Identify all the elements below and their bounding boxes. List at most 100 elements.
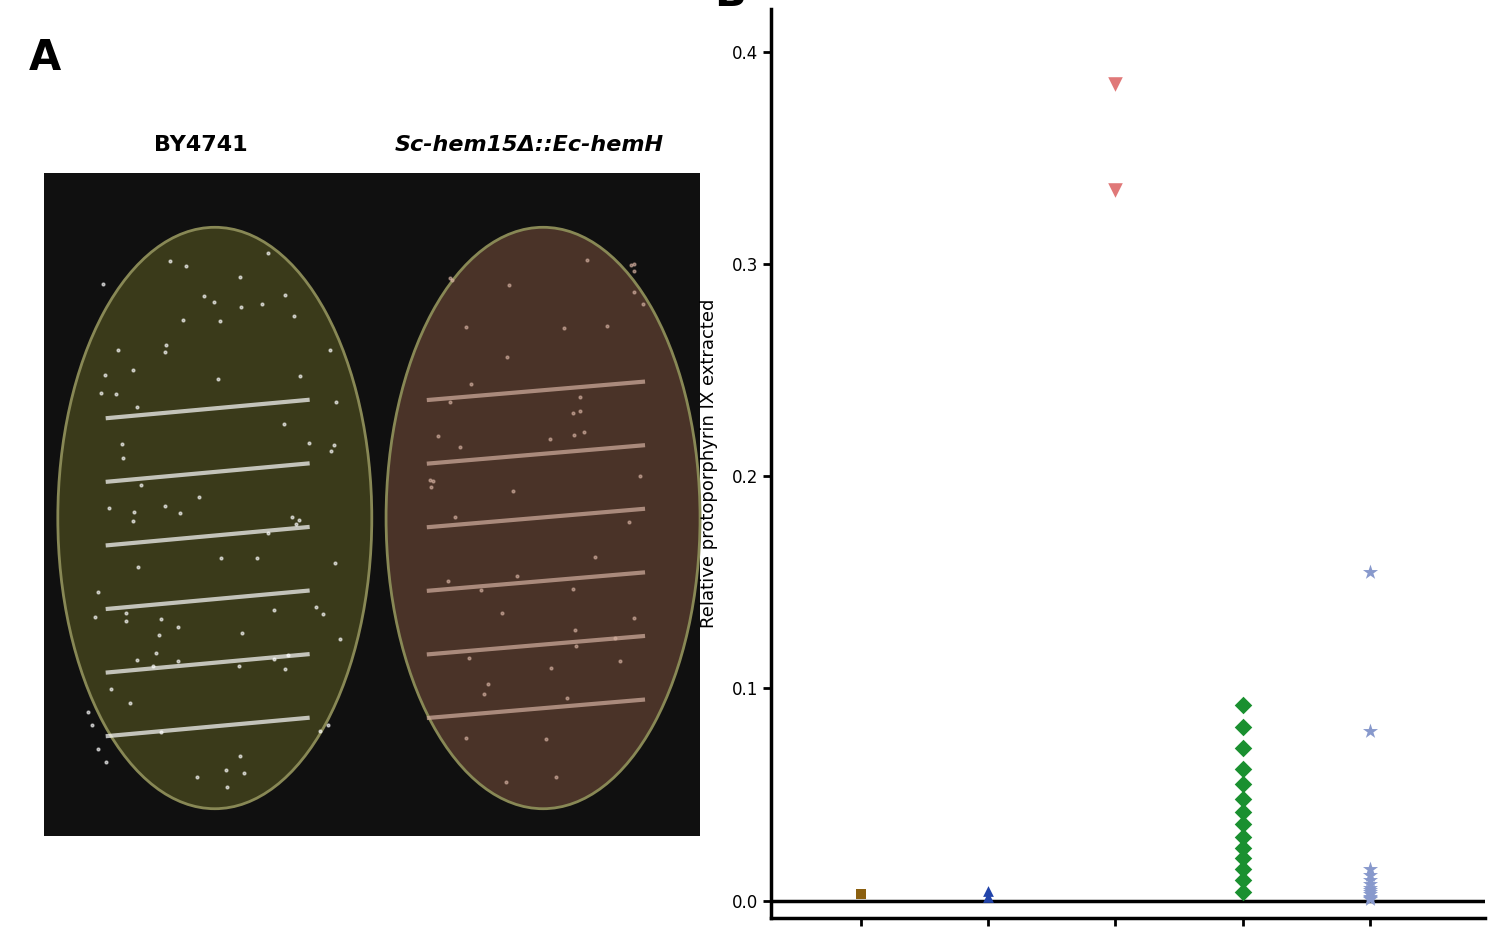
Point: [111, 451, 135, 465]
Point: [622, 285, 646, 299]
Point: [1359, 885, 1383, 900]
Point: [1232, 741, 1256, 756]
Point: [82, 610, 106, 625]
Point: [1359, 887, 1383, 902]
Point: [574, 253, 598, 268]
Point: [98, 501, 122, 515]
Point: [1232, 698, 1256, 713]
Point: [552, 320, 576, 335]
Point: [322, 438, 346, 452]
Point: [442, 509, 466, 524]
Point: [226, 658, 251, 673]
Point: [453, 730, 477, 745]
Point: [310, 607, 334, 622]
Point: [90, 386, 114, 400]
Point: [564, 639, 588, 654]
Point: [1232, 777, 1256, 792]
Point: [209, 550, 232, 565]
Point: [495, 349, 519, 364]
Point: [129, 477, 153, 492]
Text: BY4741: BY4741: [153, 134, 248, 155]
Point: [620, 258, 644, 273]
Point: [561, 427, 585, 442]
Point: [561, 406, 585, 421]
Point: [256, 526, 280, 540]
Point: [231, 625, 255, 640]
Point: [230, 299, 254, 314]
Point: [420, 474, 444, 489]
Point: [214, 780, 238, 794]
Point: [1232, 885, 1256, 900]
Point: [92, 276, 116, 291]
Point: [1232, 805, 1256, 819]
Text: Sc-hem15Δ::Ec-hemH: Sc-hem15Δ::Ec-hemH: [394, 134, 663, 155]
Point: [308, 723, 332, 738]
Point: [110, 437, 134, 451]
Point: [158, 253, 182, 268]
Point: [490, 605, 514, 620]
Point: [80, 717, 104, 732]
Point: [1232, 840, 1256, 855]
Point: [1359, 868, 1383, 883]
Point: [76, 705, 101, 719]
Point: [1359, 890, 1383, 905]
Point: [282, 308, 306, 323]
Point: [419, 479, 442, 494]
Point: [154, 337, 178, 352]
Point: [849, 887, 873, 902]
Point: [126, 559, 150, 574]
Point: [288, 368, 312, 383]
Point: [93, 756, 117, 770]
Point: [186, 769, 210, 784]
Point: [608, 654, 631, 668]
Point: [251, 297, 274, 311]
Point: [468, 583, 492, 598]
Point: [501, 484, 525, 499]
Point: [93, 368, 117, 383]
Point: [328, 631, 352, 646]
Point: [538, 431, 562, 446]
Point: [273, 288, 297, 303]
Point: [318, 343, 342, 358]
Point: [582, 550, 606, 565]
Point: [572, 425, 596, 439]
Point: [284, 516, 308, 531]
Point: [124, 400, 148, 414]
Point: [506, 569, 530, 584]
Point: [207, 372, 231, 387]
Text: A: A: [30, 36, 62, 79]
Point: [171, 312, 195, 327]
Point: [256, 246, 280, 260]
Point: [454, 319, 478, 334]
Point: [147, 628, 171, 642]
Point: [621, 256, 645, 271]
Point: [168, 506, 192, 521]
Point: [438, 271, 462, 286]
Point: [324, 394, 348, 409]
Point: [228, 269, 252, 284]
Point: [1232, 830, 1256, 844]
Point: [261, 651, 285, 666]
Point: [153, 345, 177, 360]
Point: [1232, 792, 1256, 806]
Point: [114, 614, 138, 629]
Point: [122, 514, 146, 528]
Y-axis label: Relative protoporphyrin IX extracted: Relative protoporphyrin IX extracted: [700, 298, 718, 629]
Point: [297, 436, 321, 451]
Point: [1359, 889, 1383, 904]
Point: [244, 551, 268, 565]
Point: [568, 404, 592, 419]
Point: [262, 603, 286, 617]
Point: [561, 581, 585, 596]
Point: [419, 473, 442, 488]
Point: [1359, 891, 1383, 906]
Point: [538, 661, 562, 676]
Point: [567, 389, 591, 404]
Point: [209, 314, 232, 329]
Point: [543, 770, 567, 785]
Point: [628, 469, 652, 484]
Point: [166, 619, 190, 634]
Point: [1232, 762, 1256, 777]
Ellipse shape: [386, 227, 700, 808]
Point: [288, 512, 312, 527]
